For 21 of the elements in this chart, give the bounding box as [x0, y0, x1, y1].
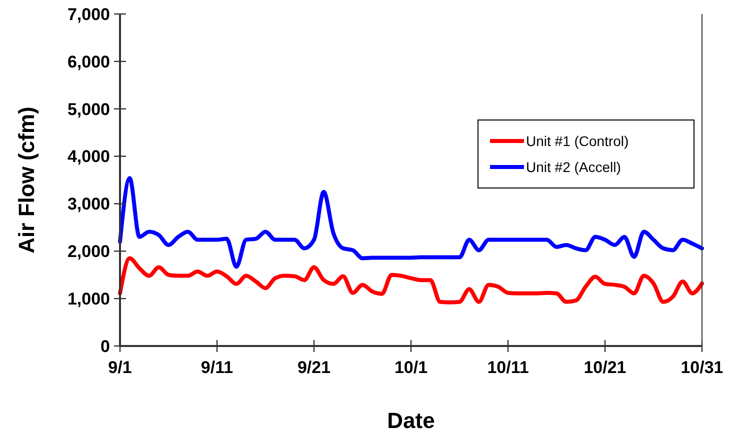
x-tick-label: 10/31: [680, 358, 724, 377]
x-tick-label: 9/1: [108, 358, 132, 377]
y-tick-label: 5,000: [67, 100, 110, 119]
y-tick-label: 0: [100, 336, 110, 356]
line-series: [118, 256, 704, 304]
y-tick-label: 3,000: [67, 194, 110, 214]
y-tick-label: 2,000: [67, 242, 110, 262]
x-tick-label: 10/1: [394, 358, 428, 377]
y-tick-label: 1,000: [67, 290, 110, 309]
y-tick-label: 6,000: [67, 52, 110, 72]
y-axis-title: Air Flow (cfm): [14, 106, 39, 254]
x-tick-label: 9/11: [200, 358, 234, 377]
line-series: [118, 176, 704, 269]
x-tick-label: 10/11: [487, 358, 529, 377]
x-tick-label: 9/21: [297, 358, 331, 377]
legend-label: Unit #1 (Control): [526, 132, 629, 149]
legend-label: Unit #2 (Accell): [526, 158, 621, 175]
y-tick-label: 7,000: [67, 4, 110, 24]
y-tick-label: 4,000: [67, 147, 110, 166]
x-axis-title: Date: [387, 408, 435, 433]
x-tick-label: 10/21: [584, 358, 626, 377]
